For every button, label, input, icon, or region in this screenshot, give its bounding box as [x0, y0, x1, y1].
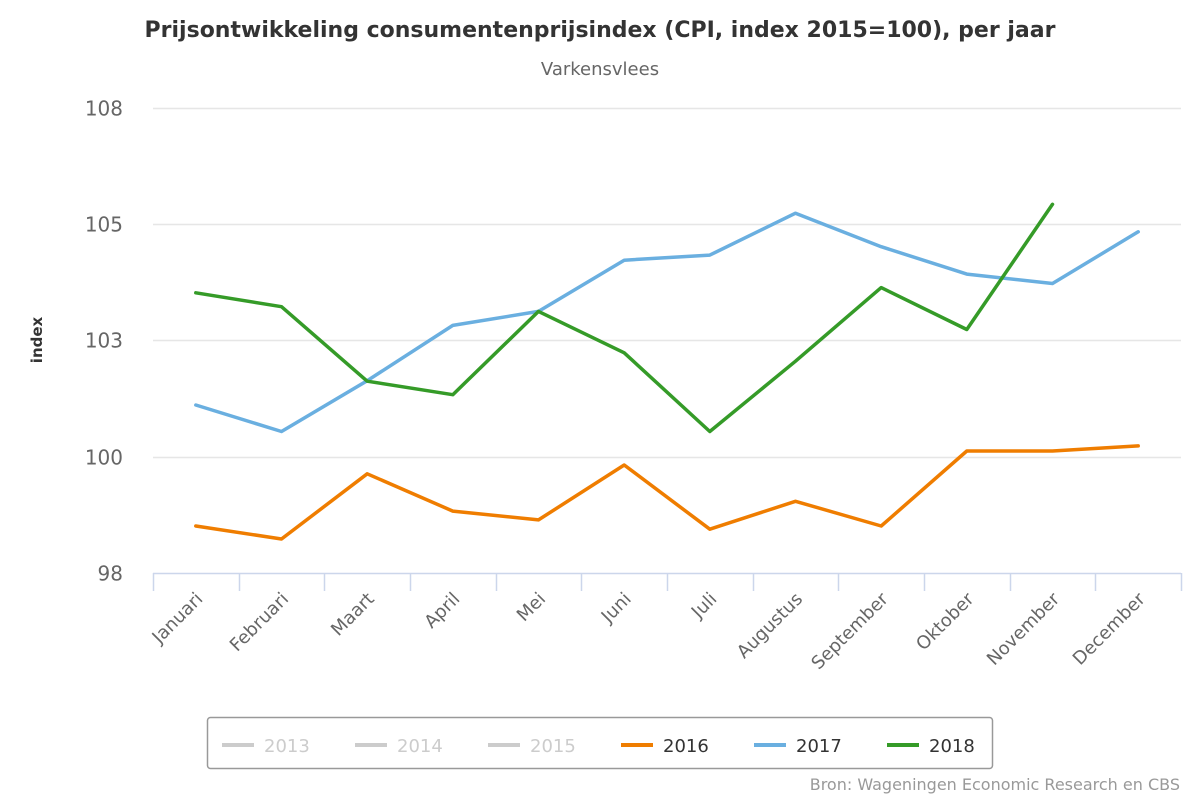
gridlines: [153, 107, 1181, 459]
legend-item-2015[interactable]: 2015: [488, 736, 576, 757]
legend-item-2014[interactable]: 2014: [355, 736, 443, 757]
y-tick-label: 105: [85, 213, 123, 237]
series-line-2017: [194, 211, 1140, 434]
y-axis-label: index: [28, 316, 46, 363]
legend-label: 2015: [530, 736, 576, 757]
legend-label: 2016: [663, 736, 709, 757]
y-tick-label: 108: [85, 97, 123, 121]
series-line-2016: [194, 444, 1140, 541]
legend-item-2017[interactable]: 2017: [754, 736, 842, 757]
y-axis-ticks: 98 100 103 105 108: [85, 97, 123, 586]
legend-label: 2017: [796, 736, 842, 757]
legend-label: 2014: [397, 736, 443, 757]
legend-label: 2018: [929, 736, 975, 757]
chart-subtitle: Varkensvlees: [541, 59, 659, 80]
y-tick-label: 103: [85, 329, 123, 353]
series-group: [194, 202, 1140, 541]
y-tick-label: 98: [98, 562, 123, 586]
legend-box: [206, 716, 994, 770]
chart-title: Prijsontwikkeling consumentenprijsindex …: [145, 18, 1056, 43]
y-tick-label: 100: [85, 446, 123, 470]
legend-item-2013[interactable]: 2013: [222, 736, 310, 757]
legend-label: 2013: [264, 736, 310, 757]
legend-item-2016[interactable]: 2016: [621, 736, 709, 757]
series-line-2018: [194, 202, 1055, 434]
credits-text[interactable]: Bron: Wageningen Economic Research en CB…: [810, 775, 1180, 794]
legend-item-2018[interactable]: 2018: [887, 736, 975, 757]
legend: 2013 2014 2015 2016 2017 2018: [206, 716, 994, 770]
